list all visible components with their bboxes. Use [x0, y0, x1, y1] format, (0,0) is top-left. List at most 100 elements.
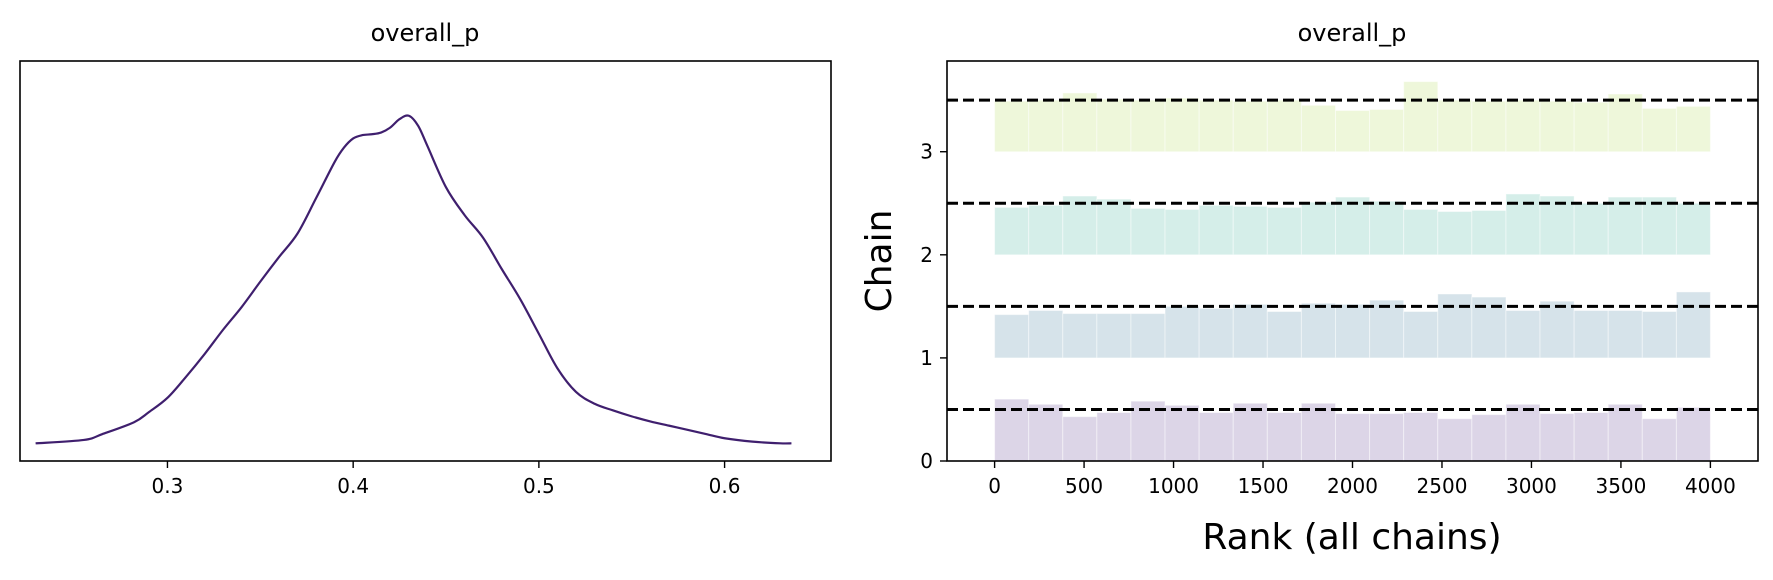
density-title: overall_p: [371, 19, 480, 47]
rank-bar-chain-2: [1573, 202, 1609, 256]
rank-bar-chain-3: [1062, 92, 1098, 153]
rank-bar-chain-1: [1198, 307, 1234, 359]
rank-bar-chain-0: [1232, 402, 1268, 462]
rank-bar-chain-0: [1062, 416, 1098, 462]
rank-x-tick-label: 4000: [1685, 474, 1736, 498]
rank-x-ticks: 0 500 1000 1500 2000 2500 3000 3500 4000: [988, 461, 1736, 498]
rank-bar-chain-2: [1232, 205, 1268, 256]
rank-x-tick-label: 1000: [1148, 474, 1199, 498]
rank-y-tick-label: 1: [920, 346, 933, 370]
rank-bar-chain-3: [1130, 99, 1166, 153]
rank-bar-chain-2: [1300, 201, 1336, 256]
rank-bar-chain-1: [1539, 300, 1575, 359]
rank-bar-chain-2: [1198, 204, 1234, 256]
rank-bar-chain-1: [1641, 311, 1677, 359]
rank-bar-chain-1: [1505, 309, 1541, 359]
rank-y-tick-label: 3: [920, 140, 933, 164]
rank-bar-chain-3: [1675, 105, 1711, 153]
rank-bar-chain-2: [1403, 208, 1439, 256]
rank-bar-chain-0: [1198, 412, 1234, 462]
rank-bar-chain-2: [1334, 196, 1371, 256]
rank-bar-chain-1: [1096, 313, 1132, 359]
rank-x-tick-label: 1500: [1238, 474, 1289, 498]
rank-bar-chain-3: [1300, 104, 1336, 153]
rank-bar-chain-3: [1607, 93, 1643, 153]
rank-bar-chain-2: [1164, 208, 1200, 256]
rank-bar-chain-2: [1641, 196, 1677, 256]
rank-bar-chain-2: [1505, 193, 1541, 256]
rank-bar-chain-1: [1062, 313, 1098, 359]
rank-bar-chain-3: [1403, 81, 1439, 153]
rank-y-tick-label: 2: [920, 243, 933, 267]
rank-bar-chain-0: [1505, 403, 1541, 462]
rank-bar-chain-2: [1607, 196, 1643, 256]
rank-title: overall_p: [1298, 19, 1407, 47]
rank-bar-chain-2: [1266, 206, 1302, 256]
rank-bar-chain-3: [1028, 99, 1064, 153]
rank-bar-chain-0: [1403, 412, 1439, 462]
rank-x-axis-label: Rank (all chains): [1202, 517, 1501, 558]
density-x-ticks: 0.3 0.4 0.5 0.6: [152, 461, 741, 498]
rank-bar-chain-2: [1471, 209, 1507, 256]
rank-bar-chain-0: [1096, 412, 1132, 462]
density-x-tick-label: 0.6: [709, 474, 741, 498]
rank-bar-chain-3: [1505, 99, 1541, 153]
rank-bar-chain-0: [1334, 413, 1371, 462]
rank-bar-chain-3: [1573, 101, 1609, 153]
rank-bar-chain-0: [1369, 413, 1405, 462]
rank-bar-chain-1: [1164, 305, 1200, 359]
rank-bar-chain-2: [1096, 198, 1132, 256]
rank-bar-chain-1: [994, 314, 1030, 359]
rank-x-tick-label: 500: [1065, 474, 1103, 498]
rank-bar-chain-1: [1403, 311, 1439, 359]
rank-bar-chain-3: [1641, 107, 1677, 153]
rank-bar-chain-2: [1062, 195, 1098, 256]
rank-bar-chain-3: [1369, 108, 1405, 153]
rank-bars: [994, 81, 1711, 462]
rank-bar-chain-1: [1334, 303, 1371, 359]
rank-bar-chain-3: [1232, 100, 1268, 153]
rank-bar-chain-3: [1437, 99, 1473, 153]
density-x-tick-label: 0.4: [337, 474, 369, 498]
rank-bar-chain-3: [1471, 100, 1507, 153]
rank-bar-chain-1: [1300, 302, 1336, 359]
density-curve: [35, 114, 792, 445]
rank-bar-chain-1: [1130, 313, 1166, 359]
rank-bar-chain-1: [1028, 309, 1064, 359]
rank-bar-chain-2: [1028, 204, 1064, 256]
rank-bar-chain-1: [1437, 293, 1473, 359]
rank-bar-chain-2: [1437, 211, 1473, 256]
rank-bar-chain-0: [1539, 413, 1575, 462]
rank-bar-chain-0: [1573, 412, 1609, 462]
rank-bar-chain-3: [1164, 97, 1200, 153]
rank-bar-chain-3: [1096, 98, 1132, 153]
rank-bar-chain-2: [1539, 195, 1575, 256]
rank-bar-chain-2: [1130, 207, 1166, 256]
rank-axes-frame: [946, 60, 1759, 462]
rank-bar-chain-1: [1607, 309, 1643, 359]
rank-bar-chain-3: [994, 100, 1030, 153]
rank-bar-chain-3: [1266, 99, 1302, 153]
rank-bar-chain-0: [1164, 404, 1200, 462]
rank-x-tick-label: 3000: [1506, 474, 1557, 498]
density-axes-frame: [19, 60, 832, 462]
rank-x-tick-label: 2000: [1327, 474, 1378, 498]
rank-reference-lines: [947, 98, 1758, 411]
rank-bar-chain-2: [994, 206, 1030, 256]
rank-y-tick-label: 0: [920, 449, 933, 473]
density-x-tick-label: 0.5: [523, 474, 555, 498]
rank-bar-chain-0: [1607, 403, 1643, 462]
rank-bar-chain-2: [1675, 202, 1711, 256]
rank-bar-chain-1: [1675, 291, 1711, 359]
density-plot-area: [35, 114, 792, 445]
rank-bar-chain-3: [1334, 109, 1371, 153]
density-x-tick-label: 0.3: [152, 474, 184, 498]
rank-bar-chain-0: [1471, 414, 1507, 462]
rank-bar-chain-3: [1539, 100, 1575, 153]
rank-x-tick-label: 2500: [1417, 474, 1468, 498]
rank-bar-chain-0: [1266, 412, 1302, 462]
rank-bar-chain-1: [1573, 309, 1609, 359]
rank-bar-chain-0: [1675, 406, 1711, 462]
rank-y-axis-label: Chain: [859, 210, 900, 313]
